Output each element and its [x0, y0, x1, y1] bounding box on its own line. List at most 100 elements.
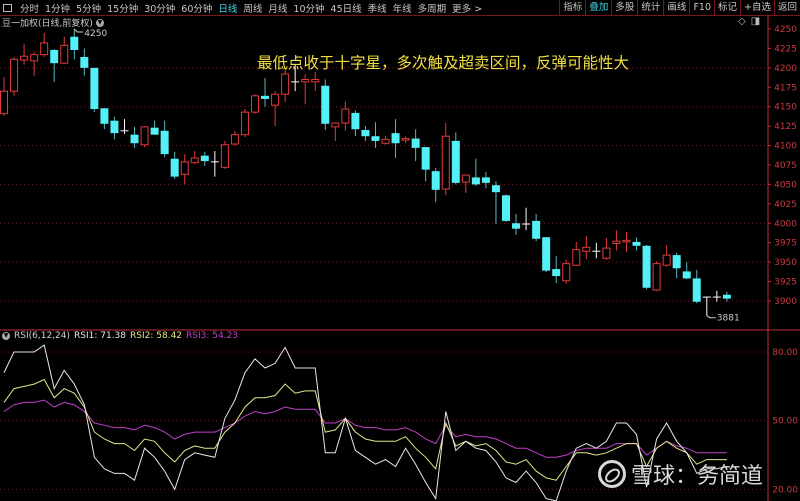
candle — [532, 213, 541, 242]
chevron-down-icon[interactable]: ▼ — [2, 332, 10, 340]
candle — [552, 255, 561, 284]
candle-body — [692, 278, 701, 302]
candle-body — [542, 237, 551, 271]
period-tabs: 分时 1分钟 5分钟 15分钟 30分钟 60分钟 日线 周线 月线 10分钟 45日线 季线 年线 多周… — [0, 1, 485, 15]
candle-body — [311, 79, 320, 83]
candle-body — [652, 263, 661, 291]
toolbar-button-2[interactable]: 多股 — [611, 0, 637, 15]
min-price-label: 3881 — [717, 314, 740, 324]
tab-period-7[interactable]: 周线 — [243, 3, 263, 15]
tab-period-3[interactable]: 15分钟 — [107, 3, 139, 15]
panel-icon[interactable]: ◨ — [750, 16, 761, 27]
toolbar-button-7[interactable]: +自选 — [740, 0, 774, 15]
y-tick-label: 4000 — [774, 219, 797, 229]
tab-period-6[interactable]: 日线 — [218, 3, 238, 15]
candle — [251, 94, 259, 114]
candle-body — [110, 120, 119, 134]
toolbar-button-1[interactable]: 叠加 — [585, 0, 611, 15]
candle — [301, 74, 310, 105]
rsi-line-rsi2 — [3, 378, 727, 481]
candle — [331, 122, 340, 141]
candle-body — [481, 177, 490, 183]
candle — [130, 126, 139, 148]
tab-period-14[interactable]: 更多 > — [452, 3, 483, 15]
y-tick-label: 4050 — [774, 180, 797, 190]
tab-period-1[interactable]: 1分钟 — [45, 3, 71, 15]
diamond-icon[interactable]: ◇ — [738, 16, 746, 27]
candle-body — [321, 85, 330, 124]
candle — [702, 296, 711, 316]
candle-body — [351, 112, 360, 130]
candle — [60, 36, 69, 64]
candle-body — [371, 136, 380, 141]
candle-body — [230, 134, 239, 145]
candle — [361, 126, 370, 141]
candle-body — [421, 147, 430, 170]
tab-period-9[interactable]: 10分钟 — [293, 3, 325, 15]
max-price-label: 4250 — [84, 29, 107, 39]
candle — [642, 245, 651, 290]
toolbar-button-3[interactable]: 统计 — [637, 0, 663, 15]
candle-body — [491, 185, 500, 193]
tab-period-0[interactable]: 分时 — [20, 3, 40, 15]
y-tick-label: 3925 — [774, 278, 797, 288]
candle-body — [30, 54, 39, 62]
candle — [321, 79, 330, 131]
toolbar-button-8[interactable]: 返回 — [773, 0, 800, 15]
candle-body — [461, 174, 470, 183]
candle-body — [150, 127, 159, 135]
tab-period-4[interactable]: 30分钟 — [144, 3, 176, 15]
candle-body — [471, 177, 480, 185]
candle — [90, 67, 99, 113]
y-tick-label: 4150 — [774, 103, 797, 113]
candle — [371, 122, 380, 148]
tab-period-2[interactable]: 5分钟 — [76, 3, 102, 15]
chevron-down-icon[interactable]: ▼ — [95, 18, 104, 27]
candle — [160, 120, 169, 158]
candle-body — [582, 246, 591, 252]
candle — [381, 136, 390, 145]
chart-title-row: 豆一加权(日线,前复权) ▼ — [2, 16, 104, 29]
toolbar-button-0[interactable]: 指标 — [559, 0, 585, 15]
candle — [431, 168, 440, 203]
tab-period-8[interactable]: 月线 — [268, 3, 288, 15]
toolbar-button-5[interactable]: F10 — [689, 0, 714, 15]
candle-body — [160, 130, 169, 155]
y-tick-label: 4175 — [774, 83, 797, 93]
panel-toggle-icon[interactable] — [3, 3, 12, 12]
candle — [602, 238, 611, 260]
candle-body — [341, 108, 350, 124]
candle — [471, 158, 480, 186]
tab-period-11[interactable]: 季线 — [367, 3, 387, 15]
max-marker — [73, 28, 84, 33]
candle-body — [552, 269, 561, 277]
toolbar-button-4[interactable]: 画线 — [663, 0, 689, 15]
candle-body — [261, 95, 270, 99]
y-tick-label: 3950 — [774, 258, 797, 268]
y-tick-label: 4025 — [774, 200, 797, 210]
chart-corner-icons: ◇ ◨ — [738, 16, 760, 27]
candle-body — [512, 223, 521, 229]
candle-body — [331, 122, 340, 128]
toolbar-button-6[interactable]: 标记 — [714, 0, 740, 15]
candle-body — [100, 108, 109, 124]
tab-period-10[interactable]: 45日线 — [330, 3, 362, 15]
tab-period-13[interactable]: 多周期 — [417, 3, 447, 15]
rsi-tick-label: 20.00 — [772, 485, 798, 495]
candle — [391, 119, 400, 158]
rsi3-value: RSI3: 54.23 — [186, 331, 239, 341]
y-tick-label: 4125 — [774, 122, 797, 132]
tab-period-12[interactable]: 年线 — [392, 3, 412, 15]
candle-body — [572, 249, 581, 266]
candle — [682, 262, 691, 280]
candle-body — [301, 79, 310, 83]
candle — [341, 101, 350, 131]
rsi-line-rsi1 — [3, 344, 728, 501]
candle-body — [411, 138, 420, 148]
candle-body — [642, 245, 651, 288]
candle — [522, 207, 531, 231]
tab-period-5[interactable]: 60分钟 — [181, 3, 213, 15]
candle — [40, 32, 49, 57]
candle-body — [632, 241, 641, 246]
